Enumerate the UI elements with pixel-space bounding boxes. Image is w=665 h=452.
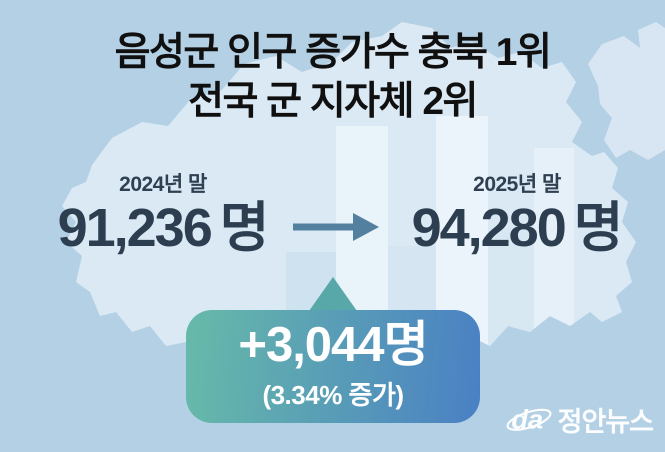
right-arrow-icon <box>293 213 379 241</box>
title-line-2: 전국 군 지자체 2위 <box>188 80 478 124</box>
page-title: 음성군 인구 증가수 충북 1위 전국 군 지자체 2위 <box>0 28 665 126</box>
stat-2024-label: 2024년 말 <box>119 173 207 196</box>
stat-2025-number: 94,280 <box>411 198 567 258</box>
stat-2025-unit: 명 <box>573 198 624 258</box>
stat-2024: 2024년 말 91,236 명 <box>6 168 320 257</box>
population-change-callout: +3,044명 (3.34% 증가) <box>186 310 480 423</box>
title-line-1: 음성군 인구 증가수 충북 1위 <box>114 31 552 74</box>
news-logo-text: 정안뉴스 <box>557 406 654 437</box>
news-logo-orbit <box>506 408 552 431</box>
news-logo-mark-icon: da <box>506 404 552 435</box>
stat-2025-label: 2025년 말 <box>473 173 561 196</box>
stat-2025: 2025년 말 94,280 명 <box>372 168 662 257</box>
stat-2025-value: 94,280 명 <box>372 200 662 257</box>
news-logo: da 정안뉴스 <box>505 399 654 439</box>
stat-2024-value: 91,236 명 <box>6 200 320 257</box>
map-shape-fragment <box>588 22 665 160</box>
callout-pointer-triangle <box>309 277 357 311</box>
change-amount: +3,044명 <box>238 318 428 372</box>
stat-2024-unit: 명 <box>219 198 270 258</box>
change-percent: (3.34% 증가) <box>262 380 404 410</box>
stat-2024-number: 91,236 <box>57 198 213 258</box>
